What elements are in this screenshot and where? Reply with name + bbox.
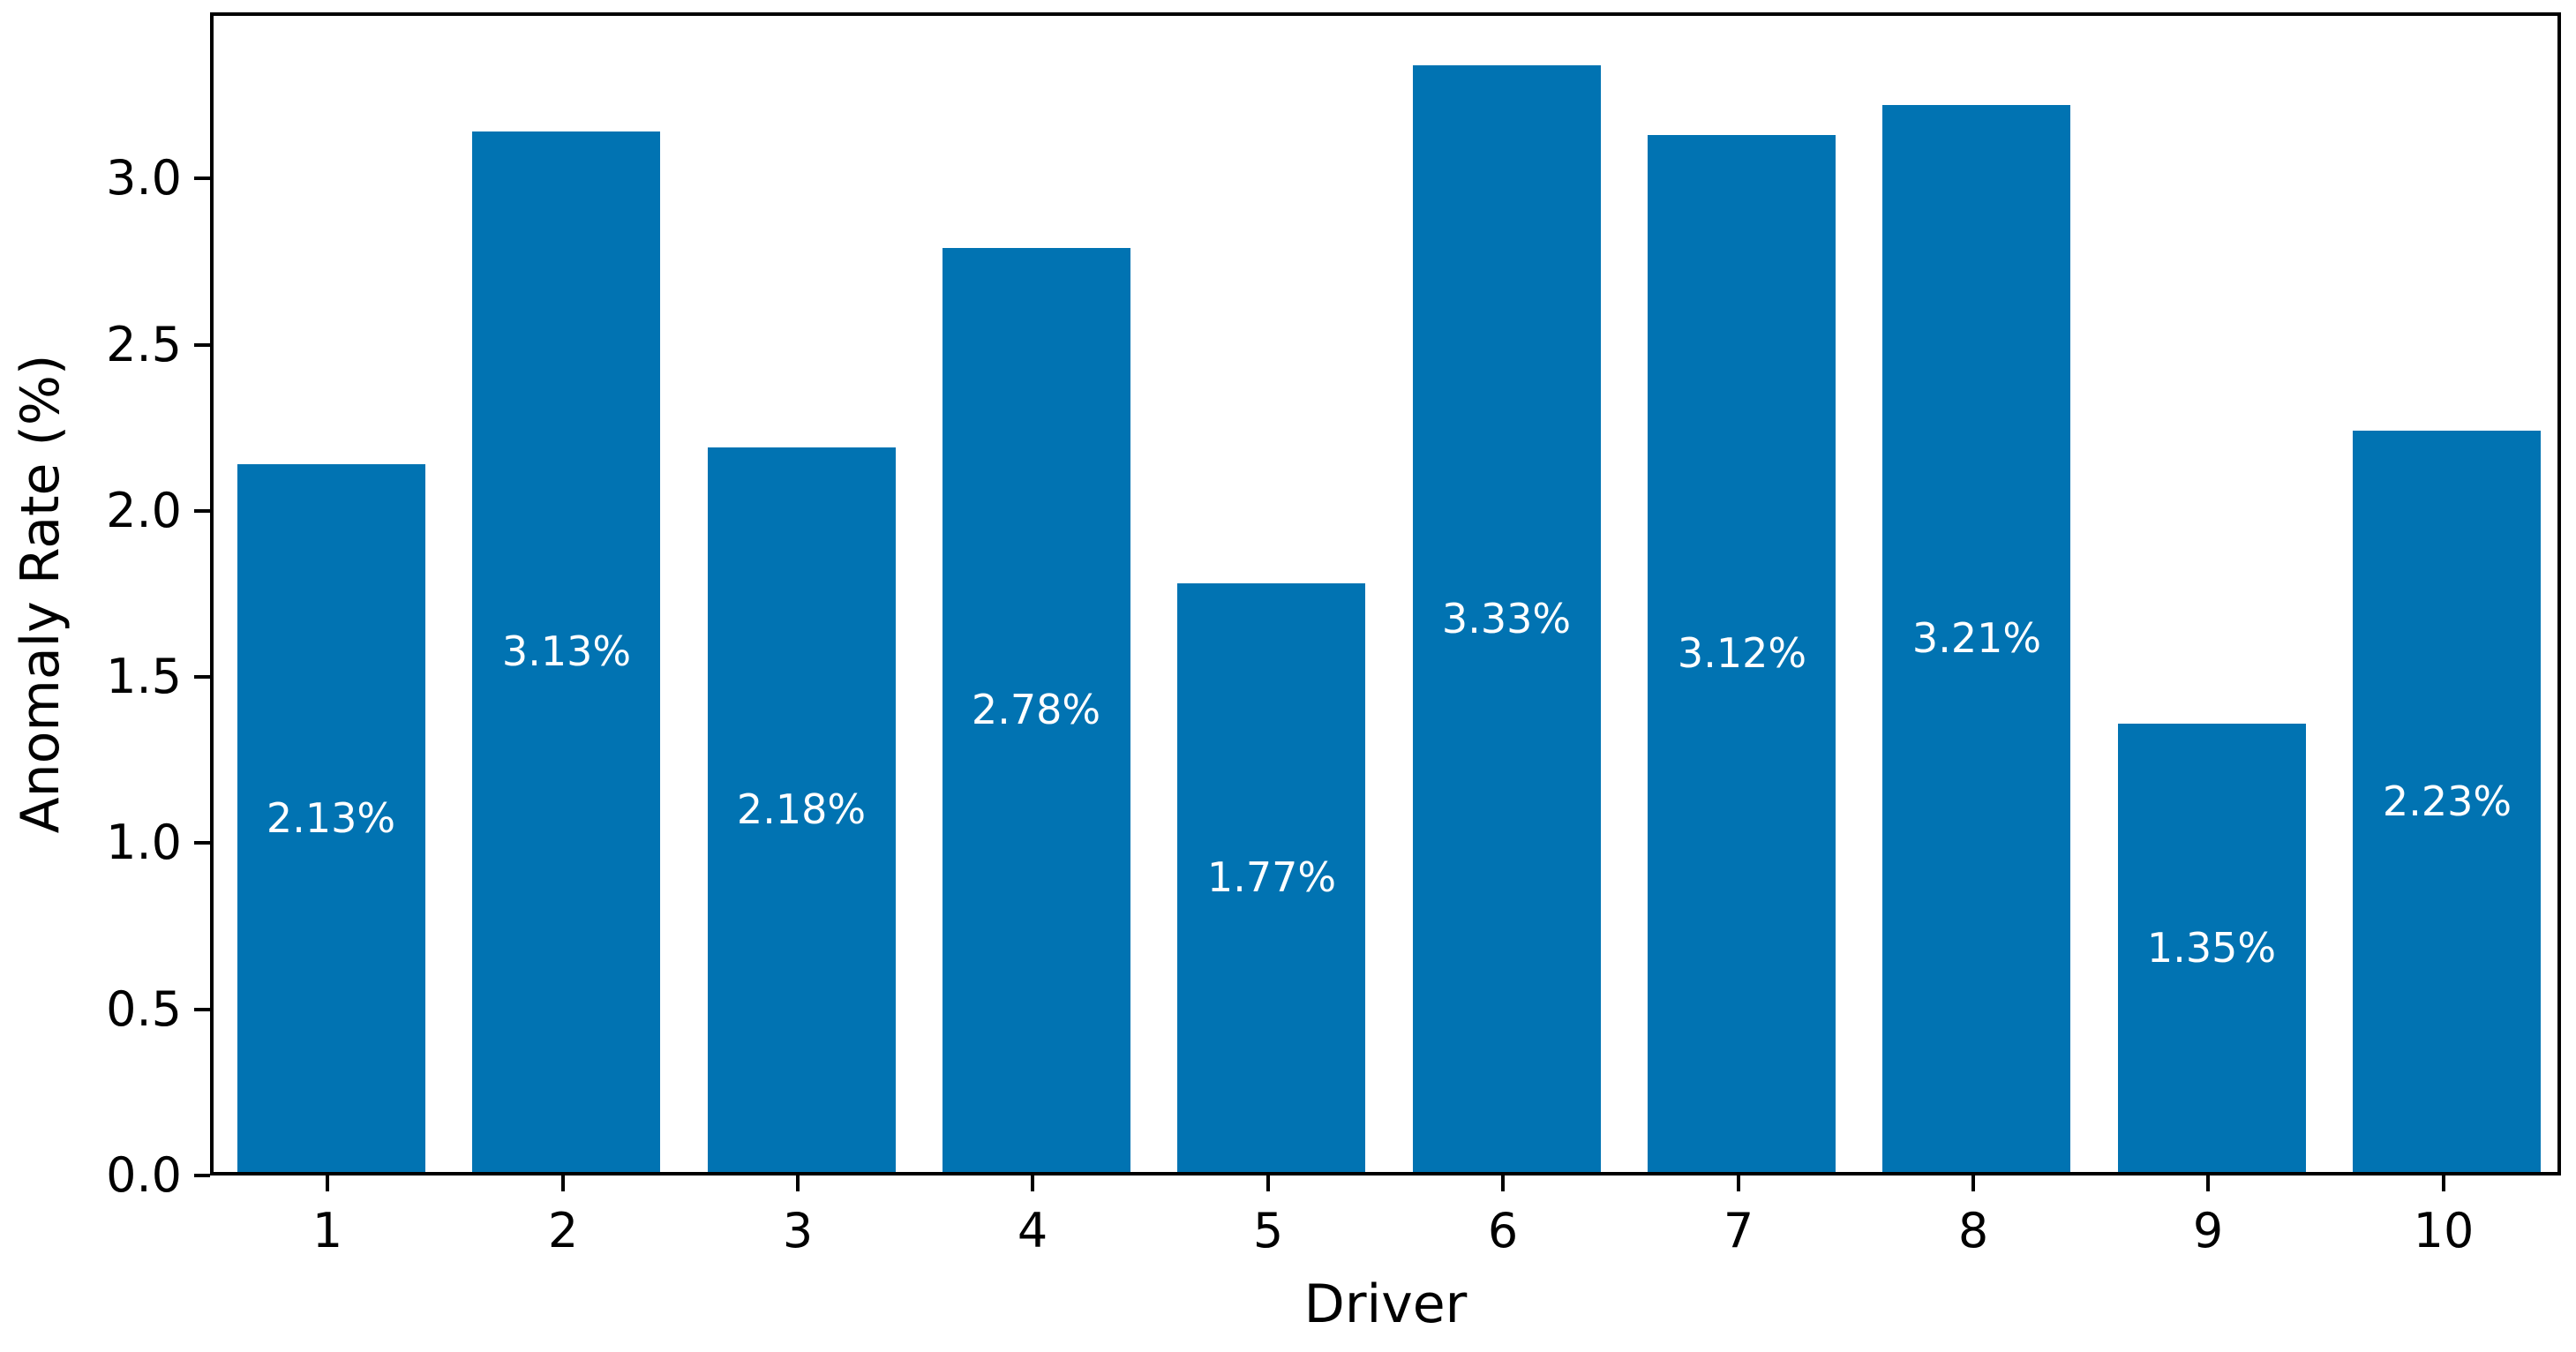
bar-value-label: 2.18% bbox=[736, 785, 867, 833]
x-tick-mark bbox=[2206, 1175, 2210, 1191]
bar bbox=[1177, 583, 1365, 1172]
x-tick-mark bbox=[1031, 1175, 1034, 1191]
y-tick-mark bbox=[194, 343, 210, 347]
y-tick-label: 2.5 bbox=[106, 317, 182, 372]
x-tick-label: 4 bbox=[1017, 1203, 1048, 1258]
x-tick-mark bbox=[1266, 1175, 1270, 1191]
x-tick-mark bbox=[326, 1175, 329, 1191]
y-tick-mark bbox=[194, 509, 210, 513]
x-tick-mark bbox=[1501, 1175, 1505, 1191]
y-tick-mark bbox=[194, 1174, 210, 1177]
bar-value-label: 3.12% bbox=[1677, 629, 1807, 677]
bar-value-label: 3.13% bbox=[501, 627, 632, 675]
y-tick-label: 3.0 bbox=[106, 150, 182, 206]
x-tick-label: 6 bbox=[1487, 1203, 1519, 1258]
x-tick-label: 3 bbox=[782, 1203, 814, 1258]
x-tick-mark bbox=[796, 1175, 800, 1191]
x-tick-mark bbox=[2442, 1175, 2445, 1191]
bar bbox=[708, 447, 896, 1172]
y-tick-label: 1.0 bbox=[106, 815, 182, 870]
y-tick-label: 1.5 bbox=[106, 649, 182, 704]
bar bbox=[943, 248, 1130, 1172]
x-tick-label: 7 bbox=[1723, 1203, 1754, 1258]
y-tick-label: 2.0 bbox=[106, 483, 182, 538]
bar-value-label: 1.77% bbox=[1206, 853, 1337, 901]
y-tick-mark bbox=[194, 1008, 210, 1011]
bar bbox=[1648, 135, 1836, 1172]
x-tick-mark bbox=[1971, 1175, 1975, 1191]
x-tick-label: 1 bbox=[312, 1203, 343, 1258]
x-axis-title: Driver bbox=[1303, 1273, 1468, 1335]
y-tick-mark bbox=[194, 177, 210, 180]
bar-value-label: 2.23% bbox=[2382, 777, 2512, 825]
bar bbox=[1413, 65, 1601, 1172]
bar-value-label: 2.13% bbox=[266, 794, 396, 842]
bar-value-label: 1.35% bbox=[2146, 924, 2277, 972]
y-axis-title: Anomaly Rate (%) bbox=[10, 354, 71, 834]
x-tick-mark bbox=[561, 1175, 565, 1191]
y-tick-label: 0.5 bbox=[106, 981, 182, 1037]
bar bbox=[2118, 724, 2306, 1172]
x-tick-label: 9 bbox=[2192, 1203, 2224, 1258]
plot-area: 2.13% 3.13% 2.18% 2.78% 1.77% 3.33% 3.12% 3.21%… bbox=[210, 12, 2561, 1175]
x-tick-label: 10 bbox=[2413, 1203, 2475, 1258]
x-tick-mark bbox=[1737, 1175, 1740, 1191]
bar bbox=[1882, 105, 2070, 1172]
bar bbox=[237, 464, 425, 1172]
y-tick-label: 0.0 bbox=[106, 1147, 182, 1203]
x-tick-label: 8 bbox=[1957, 1203, 1989, 1258]
y-tick-mark bbox=[194, 841, 210, 845]
bar bbox=[2353, 431, 2541, 1172]
bar bbox=[472, 131, 660, 1172]
x-tick-label: 5 bbox=[1252, 1203, 1284, 1258]
y-tick-mark bbox=[194, 675, 210, 679]
bar-value-label: 3.21% bbox=[1911, 614, 2042, 662]
bar-value-label: 2.78% bbox=[971, 686, 1101, 733]
bar-value-label: 3.33% bbox=[1441, 595, 1572, 642]
x-tick-label: 2 bbox=[547, 1203, 579, 1258]
